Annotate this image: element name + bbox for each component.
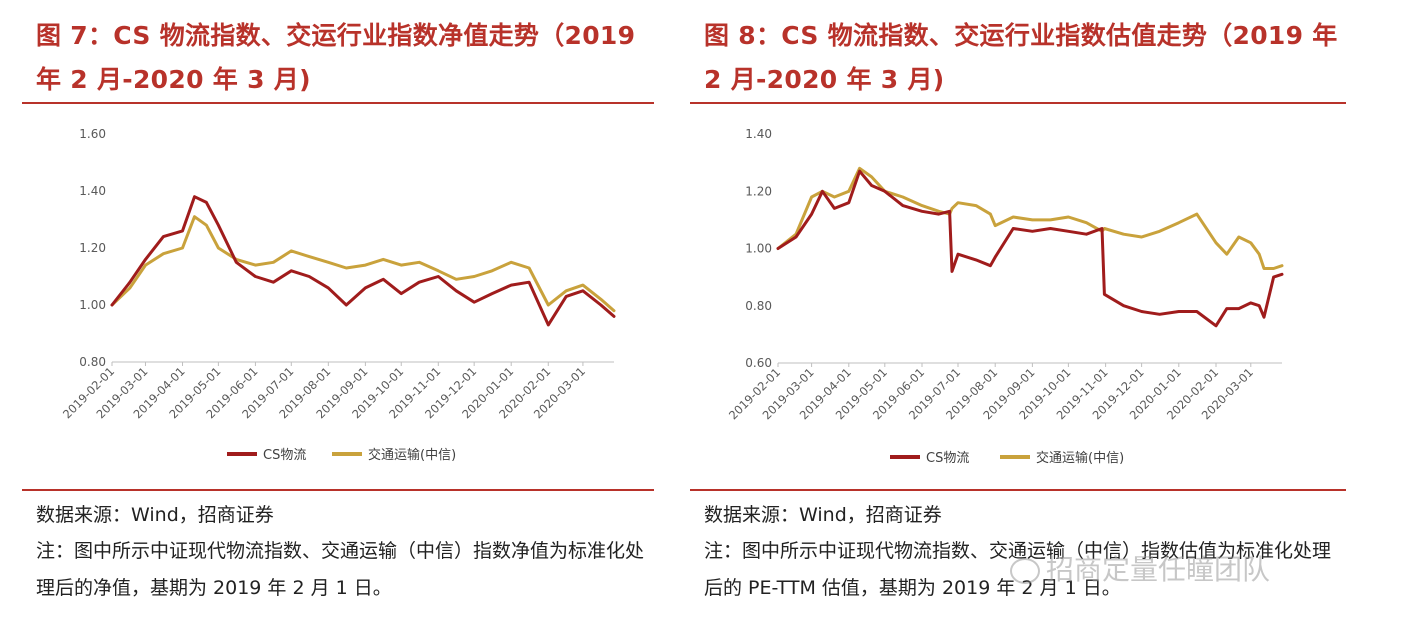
figure-7-source: 数据来源：Wind，招商证券 <box>36 504 274 526</box>
figure-7-panel: 图 7：CS 物流指数、交运行业指数净值走势（2019 年 2 月-2020 年… <box>22 0 654 636</box>
wechat-icon <box>1010 558 1040 584</box>
figure-8-source: 数据来源：Wind，招商证券 <box>704 504 942 526</box>
legend-label: CS物流 <box>263 448 306 463</box>
legend-label: 交通运输(中信) <box>368 447 456 463</box>
series-line-transportation <box>110 215 616 313</box>
figure-8-chart: 0.600.801.001.201.402019-02-012019-03-01… <box>726 127 1284 466</box>
title-rule <box>690 102 1346 104</box>
y-tick-label: 1.60 <box>79 127 106 141</box>
series-line-cs-logistics <box>776 169 1284 328</box>
y-tick-label: 1.20 <box>79 241 106 255</box>
series-line-transportation <box>776 166 1284 270</box>
watermark: 招商定量任瞳团队 <box>1010 548 1270 588</box>
series-line-cs-logistics <box>110 195 616 327</box>
legend-label: CS物流 <box>926 451 969 466</box>
watermark-text: 招商定量任瞳团队 <box>1046 553 1271 586</box>
figure-8-title: 图 8：CS 物流指数、交运行业指数估值走势（2019 年 2 月-2020 年… <box>704 21 1338 94</box>
figure-8-panel: 图 8：CS 物流指数、交运行业指数估值走势（2019 年 2 月-2020 年… <box>690 0 1346 636</box>
y-tick-label: 1.40 <box>745 127 772 141</box>
y-tick-label: 1.00 <box>745 242 772 256</box>
figure-8-note: 注：图中所示中证现代物流指数、交通运输（中信）指数估值为标准化处理后的 PE-T… <box>704 540 1332 599</box>
footer-rule <box>22 489 654 491</box>
figure-7-chart: 0.801.001.201.401.602019-02-012019-03-01… <box>60 127 616 463</box>
y-tick-label: 0.80 <box>745 299 772 313</box>
y-tick-label: 0.60 <box>745 356 772 370</box>
y-tick-label: 1.00 <box>79 298 106 312</box>
footer-rule <box>690 489 1346 491</box>
y-tick-label: 1.40 <box>79 184 106 198</box>
title-rule <box>22 102 654 104</box>
y-tick-label: 1.20 <box>745 184 772 198</box>
y-tick-label: 0.80 <box>79 355 106 369</box>
figure-7-note: 注：图中所示中证现代物流指数、交通运输（中信）指数净值为标准化处理后的净值，基期… <box>36 540 645 599</box>
legend-label: 交通运输(中信) <box>1036 450 1124 466</box>
figure-7-title: 图 7：CS 物流指数、交运行业指数净值走势（2019 年 2 月-2020 年… <box>36 21 636 94</box>
